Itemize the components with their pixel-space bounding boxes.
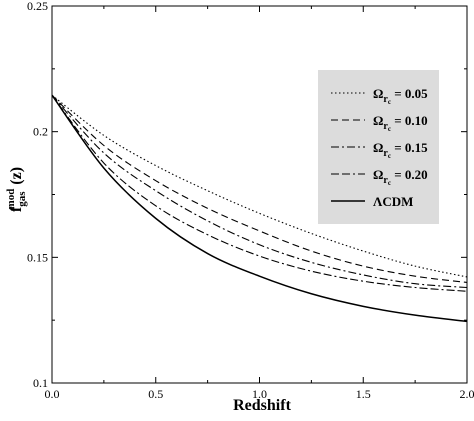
x-tick-label: 2.0 [460, 387, 474, 401]
y-tick-label: 0.15 [27, 250, 48, 264]
y-axis-title-text: fgasmod (z) [5, 167, 28, 212]
y-tick-label: 0.2 [33, 125, 48, 139]
x-axis-title: Redshift [233, 397, 291, 414]
y-tick-label: 0.1 [33, 376, 48, 390]
y-tick-label: 0.25 [27, 0, 48, 13]
x-tick-label: 0.5 [148, 387, 163, 401]
legend-label-5: ΛCDM [373, 194, 413, 209]
x-tick-label: 1.5 [356, 387, 371, 401]
y-axis-title: fgasmod (z) [5, 167, 28, 212]
